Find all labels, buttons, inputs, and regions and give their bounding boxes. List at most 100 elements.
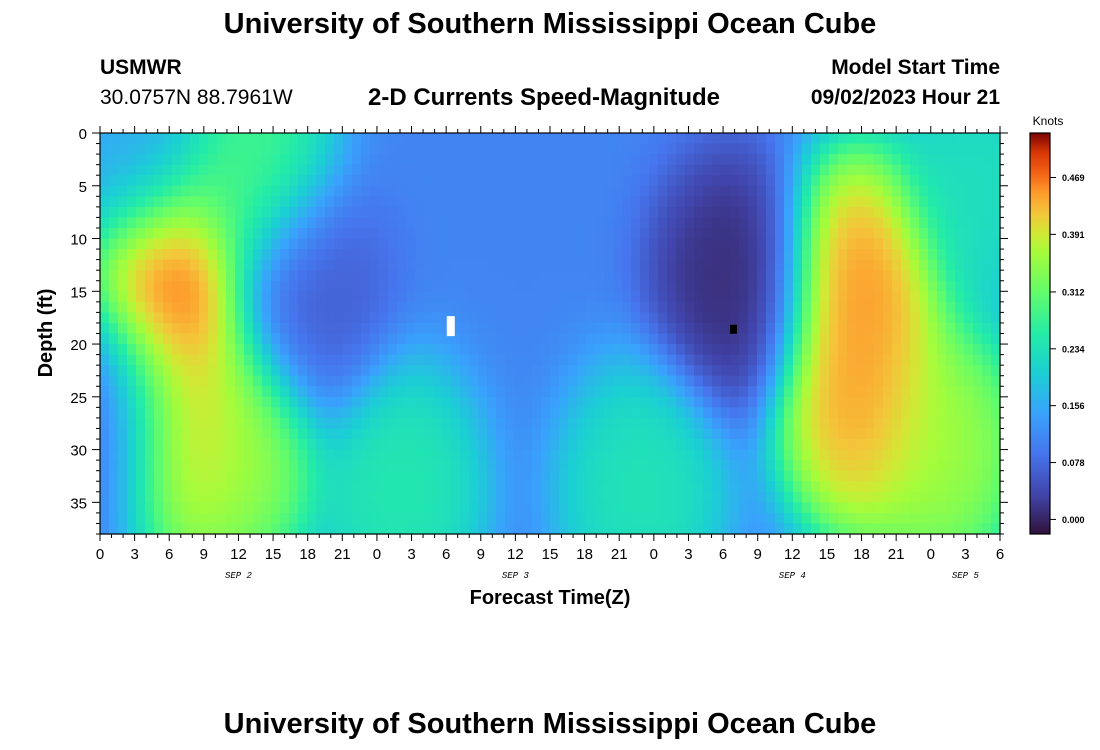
heatmap-cell: [604, 449, 614, 461]
heatmap-cell: [316, 291, 326, 303]
heatmap-cell: [289, 512, 299, 525]
heatmap-cell: [451, 481, 461, 493]
heatmap-cell: [802, 439, 812, 451]
heatmap-cell: [901, 206, 911, 219]
heatmap-cell: [145, 354, 155, 366]
heatmap-cell: [847, 206, 857, 219]
heatmap-cell: [919, 249, 929, 261]
heatmap-cell: [973, 154, 983, 166]
heatmap-cell: [559, 154, 569, 166]
heatmap-cell: [226, 365, 236, 377]
heatmap-cell: [109, 333, 119, 345]
heatmap-cell: [766, 502, 776, 514]
heatmap-cell: [928, 481, 938, 493]
heatmap-cell: [208, 259, 218, 271]
heatmap-cell: [451, 143, 461, 155]
heatmap-cell: [712, 196, 722, 208]
heatmap-cell: [397, 354, 407, 366]
heatmap-cell: [478, 417, 488, 430]
heatmap-cell: [613, 185, 623, 197]
heatmap-cell: [721, 164, 731, 176]
heatmap-cell: [568, 344, 578, 356]
heatmap-cell: [370, 164, 380, 176]
heatmap-cell: [451, 333, 461, 345]
heatmap-cell: [424, 417, 434, 430]
heatmap-cell: [145, 143, 155, 155]
y-tick-label: 20: [70, 337, 87, 354]
heatmap-cell: [352, 396, 362, 408]
heatmap-cell: [991, 396, 1001, 408]
heatmap-cell: [568, 417, 578, 430]
heatmap-cell: [568, 396, 578, 408]
heatmap-cell: [523, 407, 533, 419]
heatmap-cell: [136, 196, 146, 208]
heatmap-cell: [514, 449, 524, 461]
heatmap-cell: [622, 396, 632, 408]
heatmap-cell: [892, 333, 902, 345]
heatmap-cell: [154, 206, 164, 219]
heatmap-cell: [217, 312, 227, 324]
heatmap-cell: [361, 491, 371, 503]
heatmap-cell: [262, 217, 272, 229]
heatmap-cell: [721, 185, 731, 197]
heatmap-cell: [388, 291, 398, 303]
heatmap-cell: [541, 428, 551, 440]
heatmap-cell: [415, 481, 425, 493]
heatmap-cell: [244, 407, 254, 419]
heatmap-cell: [793, 396, 803, 408]
heatmap-cell: [928, 354, 938, 366]
heatmap-cell: [379, 523, 389, 535]
heatmap-cell: [505, 196, 515, 208]
heatmap-cell: [388, 407, 398, 419]
heatmap-cell: [298, 502, 308, 514]
heatmap-cell: [181, 270, 191, 282]
heatmap-cell: [559, 143, 569, 155]
heatmap-cell: [352, 206, 362, 219]
heatmap-cell: [730, 133, 740, 145]
heatmap-cell: [964, 280, 974, 292]
heatmap-cell: [514, 460, 524, 472]
heatmap-cell: [613, 133, 623, 145]
heatmap-cell: [712, 354, 722, 366]
heatmap-cell: [118, 439, 128, 451]
heatmap-cell: [802, 312, 812, 324]
heatmap-cell: [550, 491, 560, 503]
heatmap-cell: [964, 460, 974, 472]
heatmap-cell: [739, 206, 749, 219]
heatmap-cell: [829, 280, 839, 292]
heatmap-cell: [451, 396, 461, 408]
heatmap-cell: [325, 291, 335, 303]
heatmap-cell: [649, 491, 659, 503]
heatmap-cell: [838, 133, 848, 145]
heatmap-cell: [811, 154, 821, 166]
heatmap-cell: [721, 196, 731, 208]
heatmap-cell: [424, 164, 434, 176]
heatmap-cell: [181, 291, 191, 303]
heatmap-cell: [640, 291, 650, 303]
heatmap-cell: [739, 375, 749, 387]
heatmap-cell: [595, 238, 605, 250]
heatmap-cell: [631, 164, 641, 176]
heatmap-cell: [289, 386, 299, 398]
heatmap-cell: [559, 196, 569, 208]
heatmap-cell: [847, 354, 857, 366]
heatmap-cell: [406, 185, 416, 197]
heatmap-cell: [208, 143, 218, 155]
heatmap-cell: [109, 481, 119, 493]
heatmap-cell: [307, 270, 317, 282]
heatmap-cell: [190, 396, 200, 408]
heatmap-cell: [370, 354, 380, 366]
heatmap-cell: [694, 386, 704, 398]
heatmap-cell: [343, 512, 353, 525]
heatmap-cell: [415, 428, 425, 440]
heatmap-cell: [856, 449, 866, 461]
heatmap-cell: [118, 344, 128, 356]
heatmap-cell: [694, 164, 704, 176]
heatmap-cell: [919, 470, 929, 482]
heatmap-cell: [496, 439, 506, 451]
heatmap-cell: [820, 196, 830, 208]
heatmap-cell: [613, 270, 623, 282]
heatmap-cell: [775, 322, 785, 335]
heatmap-cell: [775, 449, 785, 461]
heatmap-cell: [523, 227, 533, 240]
